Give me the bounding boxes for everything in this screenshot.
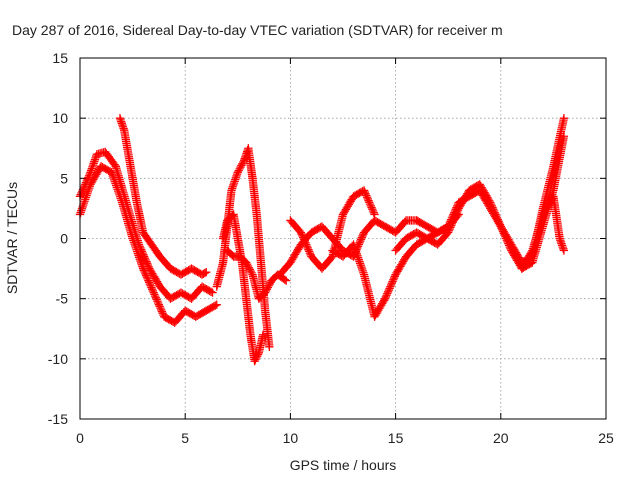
data-point [211, 301, 220, 310]
y-tick-label: 10 [52, 110, 68, 126]
series-track-10 [391, 132, 569, 273]
x-tick-label: 25 [598, 430, 614, 446]
axis-ticks: 0 5 10 15 20 25 -15 -10 -5 0 5 10 15 [48, 50, 614, 446]
y-tick-label: -15 [48, 411, 68, 427]
data-point [212, 300, 221, 309]
series-track-8 [286, 186, 379, 273]
data-point [202, 268, 211, 277]
data-point [208, 288, 217, 297]
data-point [400, 217, 409, 227]
data-point [206, 287, 216, 296]
grid [80, 58, 606, 419]
series-track-6 [223, 246, 291, 303]
y-tick-label: 0 [60, 231, 68, 247]
y-axis-label: SDTVAR / TECUs [4, 182, 20, 294]
series-track-3 [115, 114, 211, 279]
data-point [200, 268, 209, 278]
data-point [370, 210, 379, 219]
x-tick-label: 10 [283, 430, 299, 446]
data-point [559, 246, 569, 255]
series-track-12 [517, 192, 569, 273]
y-tick-label: 5 [60, 170, 68, 186]
data-point [280, 275, 289, 284]
data-point [282, 276, 291, 285]
data-points [75, 114, 569, 366]
x-tick-label: 0 [76, 430, 84, 446]
y-tick-label: -10 [48, 351, 68, 367]
x-tick-label: 5 [181, 430, 189, 446]
series-track-7 [275, 216, 421, 279]
x-tick-label: 15 [388, 430, 404, 446]
data-point [559, 114, 569, 123]
y-tick-label: -5 [56, 291, 69, 307]
x-axis-label: GPS time / hours [290, 457, 397, 473]
data-point [265, 342, 274, 351]
y-tick-label: 15 [52, 50, 68, 66]
chart-title: Day 287 of 2016, Sidereal Day-to-day VTE… [12, 22, 503, 38]
series-track-4 [212, 144, 274, 351]
series-track-5 [218, 210, 268, 366]
x-tick-label: 20 [493, 430, 509, 446]
data-point [527, 248, 536, 257]
series-track-11 [412, 114, 569, 267]
data-point [258, 330, 268, 339]
plot-frame [79, 57, 607, 420]
